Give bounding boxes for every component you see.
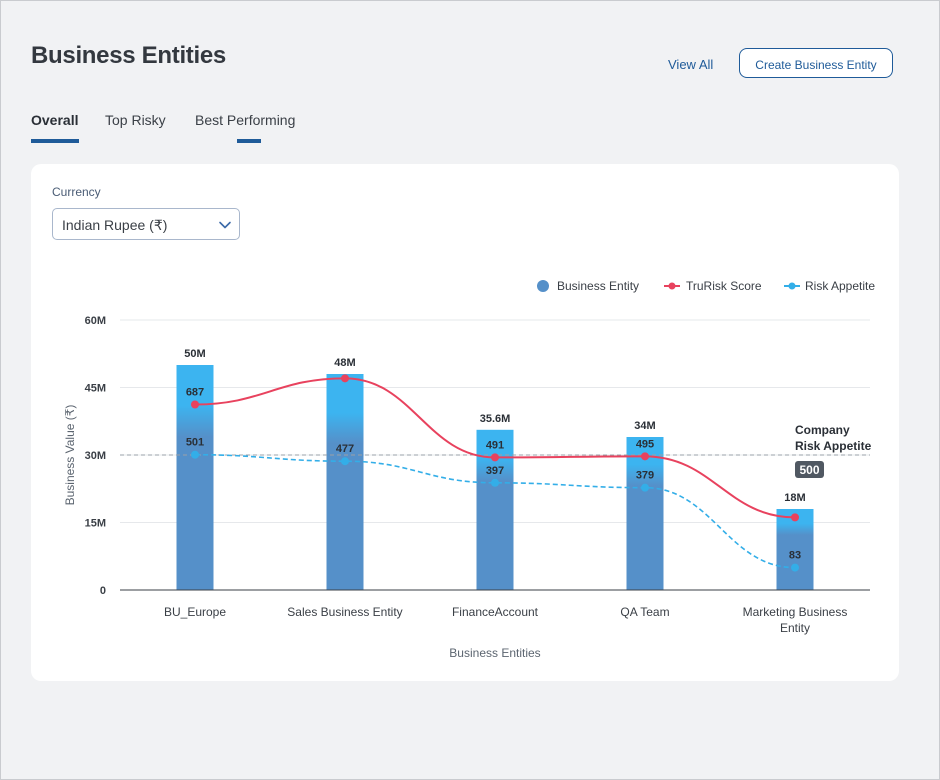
legend-trurisk-label: TruRisk Score	[686, 279, 762, 293]
legend-trurisk-marker	[664, 282, 680, 290]
y-tick-label: 15M	[85, 518, 106, 530]
tab-overall-underline	[31, 139, 79, 143]
bar-value-label: 35.6M	[480, 413, 511, 425]
bar-value-label: 50M	[184, 348, 205, 360]
risk-appetite-point	[791, 563, 799, 572]
currency-select-value: Indian Rupee (₹)	[62, 217, 168, 233]
legend-risk-appetite-label: Risk Appetite	[805, 279, 876, 293]
risk-appetite-point-label: 379	[636, 470, 654, 482]
legend-business-entity-label: Business Entity	[557, 279, 640, 293]
chevron-down-icon	[219, 221, 231, 229]
view-all-link[interactable]: View All	[668, 57, 714, 72]
x-tick-label: Entity	[780, 621, 810, 635]
trurisk-point	[791, 513, 799, 522]
risk-appetite-point-label: 501	[186, 437, 204, 449]
x-tick-label: QA Team	[620, 605, 669, 619]
risk-appetite-point	[641, 483, 649, 492]
y-tick-label: 60M	[85, 315, 106, 327]
x-tick-label: BU_Europe	[164, 605, 226, 619]
currency-select[interactable]: Indian Rupee (₹)	[52, 208, 240, 240]
trurisk-point	[191, 400, 199, 409]
reference-value-badge	[795, 461, 824, 478]
risk-appetite-point	[491, 478, 499, 487]
trurisk-point	[491, 453, 499, 462]
trurisk-point	[341, 374, 349, 383]
bar-value-label: 48M	[334, 357, 355, 369]
bar-value-label: 18M	[784, 492, 805, 504]
legend-risk-appetite-marker	[784, 282, 800, 290]
y-axis-title: Business Value (₹)	[63, 405, 77, 506]
bar	[626, 437, 664, 590]
trurisk-point-label: 687	[186, 387, 204, 399]
bar	[776, 509, 814, 590]
trurisk-point-label: 495	[636, 438, 654, 450]
reference-label-line2: Risk Appetite	[795, 439, 872, 453]
tab-best-performing[interactable]: Best Performing	[195, 112, 296, 128]
trurisk-point-label: 491	[486, 439, 504, 451]
reference-value-text: 500	[799, 463, 819, 477]
page-title: Business Entities	[31, 42, 226, 69]
y-tick-label: 30M	[85, 450, 106, 462]
x-tick-label: Marketing Business	[743, 605, 848, 619]
risk-appetite-point-label: 477	[336, 443, 354, 455]
tab-overall[interactable]: Overall	[31, 112, 79, 128]
bar	[176, 365, 214, 590]
legend-business-entity-marker	[537, 280, 549, 292]
tab-top-risky[interactable]: Top Risky	[105, 112, 166, 128]
risk-appetite-point	[341, 457, 349, 466]
x-tick-label: FinanceAccount	[452, 605, 539, 619]
risk-appetite-point	[191, 450, 199, 459]
x-tick-label: Sales Business Entity	[287, 605, 402, 619]
y-tick-label: 45M	[85, 383, 106, 395]
risk-appetite-point-label: 397	[486, 465, 504, 477]
x-axis-title: Business Entities	[449, 646, 540, 660]
create-business-entity-button[interactable]: Create Business Entity	[739, 48, 893, 78]
bar-value-label: 34M	[634, 420, 655, 432]
bar	[326, 374, 364, 590]
risk-appetite-point-label: 83	[789, 550, 801, 562]
reference-label-line1: Company	[795, 423, 850, 437]
trurisk-point	[641, 452, 649, 461]
tab-hover-indicator	[237, 139, 261, 143]
currency-label: Currency	[52, 185, 101, 199]
y-tick-label: 0	[100, 585, 106, 597]
chart-card	[31, 164, 899, 681]
